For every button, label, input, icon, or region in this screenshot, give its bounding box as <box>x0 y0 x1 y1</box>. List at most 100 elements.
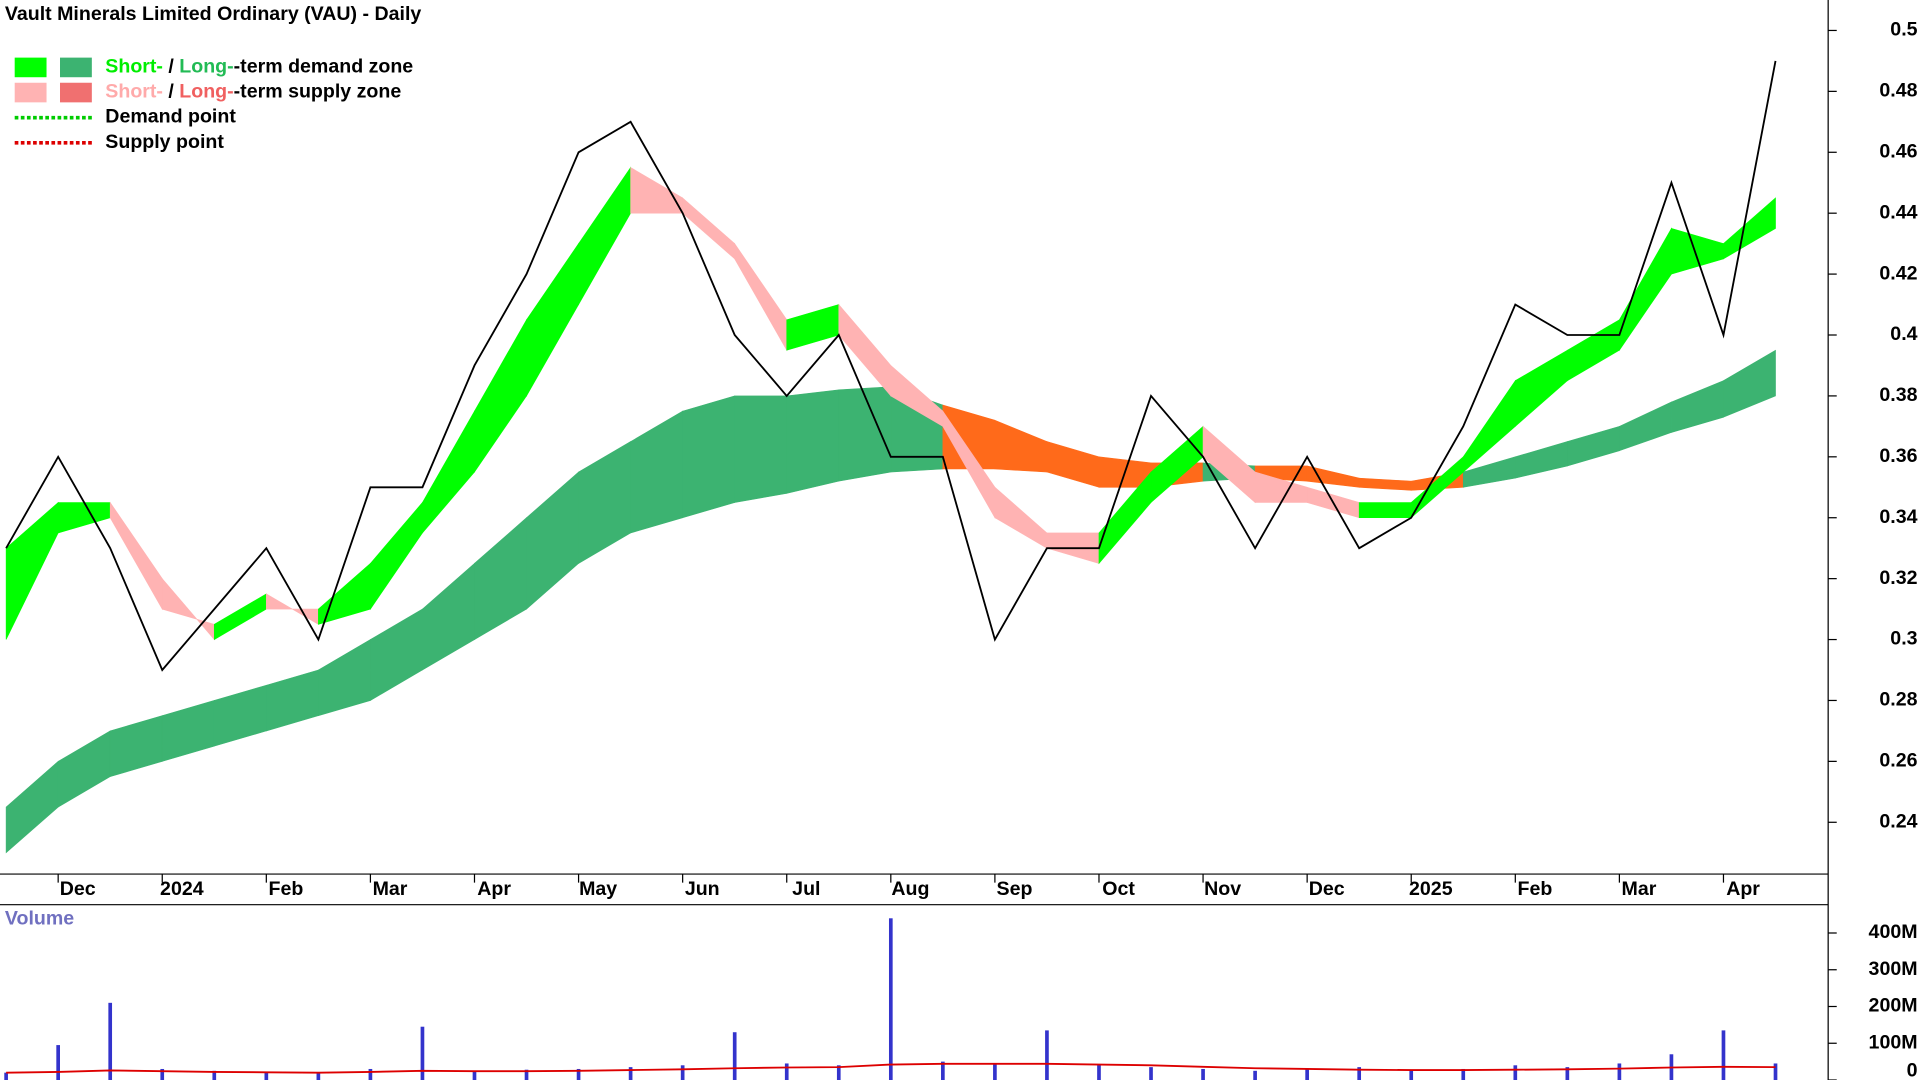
volume-bar <box>1201 1068 1205 1080</box>
volume-bar <box>784 1063 789 1080</box>
volume-bar <box>993 1063 997 1080</box>
volume-bar <box>836 1065 841 1080</box>
y-tick-label: 0.44 <box>1879 201 1917 223</box>
volume-bar <box>576 1068 581 1080</box>
legend-text: Demand point <box>105 106 236 128</box>
x-tick-label: Mar <box>1622 878 1657 900</box>
y-tick-label: 0.36 <box>1879 445 1917 467</box>
volume-bar <box>212 1070 217 1080</box>
x-tick-label: 2024 <box>160 878 204 900</box>
y-tick-label: 0.4 <box>1890 323 1917 345</box>
volume-tick-label: 400M <box>1869 921 1918 943</box>
volume-tick-label: 200M <box>1869 995 1918 1017</box>
volume-tick-label: 0 <box>1907 1060 1918 1080</box>
y-tick-label: 0.38 <box>1879 384 1917 406</box>
y-tick-label: 0.3 <box>1890 628 1917 650</box>
volume-bar <box>1097 1065 1101 1080</box>
volume-bar <box>524 1069 529 1080</box>
x-tick-label: Apr <box>1726 878 1760 900</box>
legend-part: Long- <box>179 56 233 78</box>
x-tick-label: Mar <box>373 878 408 900</box>
y-tick-label: 0.28 <box>1879 689 1917 711</box>
legend-part: -term demand zone <box>234 56 414 78</box>
volume-bar <box>1617 1063 1622 1080</box>
legend-text: Short- / Long--term supply zone <box>105 81 401 103</box>
x-tick-label: Jun <box>685 878 720 900</box>
volume-bar <box>680 1065 685 1080</box>
volume-bar <box>108 1002 113 1080</box>
volume-bar <box>1149 1067 1153 1080</box>
x-tick-label: Oct <box>1102 878 1135 900</box>
volume-bar <box>1461 1068 1466 1080</box>
legend-swatch <box>14 57 47 78</box>
legend-part: / <box>163 81 179 103</box>
x-tick-label: Feb <box>1517 878 1552 900</box>
legend-part: Short- <box>105 56 163 78</box>
legend-text: Supply point <box>105 131 224 153</box>
volume-label: Volume <box>5 908 74 930</box>
volume-bar <box>472 1070 477 1080</box>
volume-bar <box>316 1072 321 1080</box>
volume-bar <box>941 1061 945 1080</box>
x-tick-label: Dec <box>1309 878 1345 900</box>
chart-title: Vault Minerals Limited Ordinary (VAU) - … <box>5 3 422 25</box>
volume-bar <box>1773 1063 1778 1080</box>
volume-bar <box>368 1068 373 1080</box>
legend-text: Short- / Long--term demand zone <box>105 56 413 78</box>
volume-bar <box>628 1067 633 1080</box>
long-term-zone <box>682 395 735 519</box>
legend-part: Demand point <box>105 106 236 128</box>
volume-tick-label: 300M <box>1869 958 1918 980</box>
volume-bar <box>1045 1030 1049 1080</box>
y-tick-label: 0.48 <box>1879 80 1917 102</box>
legend-swatch <box>14 82 47 103</box>
x-tick-label: Feb <box>269 878 304 900</box>
legend-part: -term supply zone <box>234 81 402 103</box>
volume-bar <box>1565 1067 1570 1080</box>
x-tick-label: Aug <box>891 878 929 900</box>
y-tick-label: 0.5 <box>1890 19 1917 41</box>
volume-bar <box>1721 1030 1726 1080</box>
volume-bar <box>264 1071 269 1080</box>
legend-part: / <box>163 56 179 78</box>
volume-bar <box>1409 1070 1414 1080</box>
volume-bar <box>732 1032 737 1080</box>
volume-bar <box>1305 1068 1309 1080</box>
x-tick-label: Sep <box>997 878 1033 900</box>
legend-part: Long- <box>179 81 233 103</box>
volume-bar <box>4 1072 8 1080</box>
legend-swatch <box>60 82 92 103</box>
volume-bar <box>1357 1067 1362 1080</box>
y-tick-label: 0.26 <box>1879 750 1917 772</box>
x-tick-label: Nov <box>1204 878 1241 900</box>
x-tick-label: Dec <box>60 878 96 900</box>
volume-bar <box>1513 1065 1518 1080</box>
legend-part: Short- <box>105 81 163 103</box>
y-tick-label: 0.34 <box>1879 506 1917 528</box>
volume-average <box>6 1062 1776 1074</box>
y-tick-label: 0.42 <box>1879 262 1917 284</box>
volume-bar <box>160 1068 165 1080</box>
volume-bar <box>888 918 893 1080</box>
volume-bar <box>56 1045 60 1080</box>
long-term-zone <box>838 386 892 482</box>
x-tick-label: Apr <box>477 878 511 900</box>
long-term-zone <box>734 395 788 503</box>
y-tick-label: 0.46 <box>1879 140 1917 162</box>
volume-bar <box>420 1026 425 1080</box>
legend-swatch <box>60 57 92 78</box>
x-tick-label: May <box>579 878 617 900</box>
short-term-zone <box>1358 502 1412 519</box>
long-term-zone <box>1723 349 1776 418</box>
x-tick-label: 2025 <box>1409 878 1453 900</box>
y-tick-label: 0.24 <box>1879 810 1917 832</box>
y-tick-label: 0.32 <box>1879 567 1917 589</box>
volume-tick-label: 100M <box>1869 1031 1918 1053</box>
price-line <box>5 60 1777 672</box>
legend-part: Supply point <box>105 131 224 153</box>
volume-bar <box>1253 1070 1257 1080</box>
short-term-zone <box>1723 197 1776 260</box>
